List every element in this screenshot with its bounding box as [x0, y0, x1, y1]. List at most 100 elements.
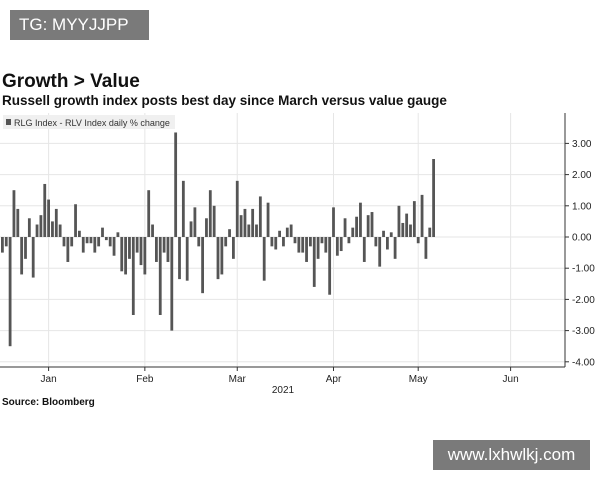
bar — [416, 237, 420, 244]
bar — [312, 237, 316, 287]
bar — [208, 190, 212, 237]
bar — [297, 237, 301, 253]
watermark-bottom: www.lxhwlkj.com — [433, 440, 590, 470]
tick-labels: 3.00 2.00 1.00 0.00 -1.00 -2.00 -3.00 -4.00 Jan F… — [41, 139, 596, 385]
bar — [31, 237, 35, 278]
y-tick-label: 1.00 — [572, 201, 592, 212]
bar — [347, 237, 351, 244]
bar — [178, 237, 181, 280]
bar — [143, 237, 147, 275]
bar — [108, 237, 112, 247]
bar — [47, 199, 50, 237]
bar — [412, 201, 416, 237]
bar — [193, 207, 197, 237]
bar — [158, 237, 162, 315]
bar — [235, 180, 239, 237]
bar — [366, 215, 370, 237]
bar — [120, 237, 124, 272]
x-tick-label: Feb — [136, 374, 154, 385]
bar — [4, 237, 8, 247]
x-tick-label: Apr — [326, 374, 342, 385]
bar — [262, 237, 266, 281]
axes — [0, 113, 569, 371]
x-tick-label: May — [409, 374, 428, 385]
bar — [309, 237, 312, 247]
bar — [43, 183, 47, 237]
bar — [93, 237, 97, 253]
bar — [51, 221, 54, 237]
bar — [251, 208, 255, 237]
bar — [189, 221, 193, 237]
bar — [35, 224, 39, 237]
y-tick-label: -4.00 — [572, 357, 595, 368]
bar — [282, 237, 285, 247]
bar — [39, 215, 43, 237]
bar — [339, 237, 343, 252]
bar — [224, 237, 228, 247]
bar — [258, 196, 262, 237]
bar — [70, 237, 74, 247]
bar — [16, 208, 20, 237]
x-tick-label: Mar — [229, 374, 247, 385]
bar — [112, 237, 116, 256]
bar — [428, 227, 432, 237]
watermark-top: TG: MYYJJPP — [10, 10, 149, 40]
bar — [8, 237, 12, 347]
bar — [89, 237, 93, 244]
bar — [162, 237, 166, 253]
bar — [104, 237, 108, 241]
bar — [81, 237, 85, 253]
bar — [289, 224, 293, 237]
bar — [12, 190, 16, 237]
bar — [85, 237, 89, 244]
y-tick-label: -1.00 — [572, 264, 595, 275]
bar — [386, 237, 389, 250]
bar — [239, 215, 243, 237]
bar — [320, 237, 324, 244]
bar — [274, 237, 278, 250]
bar — [166, 237, 170, 262]
bar — [116, 232, 120, 237]
bar — [174, 132, 178, 237]
bar — [185, 237, 189, 281]
bar — [131, 237, 135, 315]
chart-title: Growth > Value — [2, 71, 140, 92]
bar — [1, 237, 4, 253]
y-tick-label: -2.00 — [572, 295, 595, 306]
bar — [432, 159, 435, 237]
bar — [212, 205, 216, 237]
bar — [270, 237, 274, 247]
bar — [355, 216, 358, 237]
bar — [24, 237, 27, 259]
bar — [58, 224, 62, 237]
bar-series — [1, 132, 435, 347]
legend-swatch — [6, 119, 11, 125]
bar — [139, 237, 143, 266]
bar — [324, 237, 328, 253]
bar — [170, 237, 174, 331]
bar — [328, 237, 332, 295]
bar — [228, 229, 231, 237]
bar — [247, 224, 251, 237]
bar — [332, 207, 335, 237]
bar — [128, 237, 131, 259]
x-tick-label: Jan — [41, 374, 57, 385]
y-tick-label: 2.00 — [572, 170, 592, 181]
bar — [316, 237, 320, 259]
x-axis-year-label: 2021 — [272, 385, 295, 396]
bar — [197, 237, 201, 247]
x-tick-label: Jun — [503, 374, 519, 385]
bar — [66, 237, 70, 262]
bar — [266, 202, 270, 237]
bar — [147, 190, 151, 237]
y-tick-label: 3.00 — [572, 139, 592, 150]
bar — [243, 208, 247, 237]
bar — [405, 213, 409, 237]
bar — [424, 237, 428, 259]
bar — [181, 180, 185, 237]
bar — [151, 224, 154, 237]
bar — [420, 194, 424, 237]
bar — [232, 237, 235, 259]
bar — [78, 230, 81, 237]
bar — [74, 204, 77, 237]
